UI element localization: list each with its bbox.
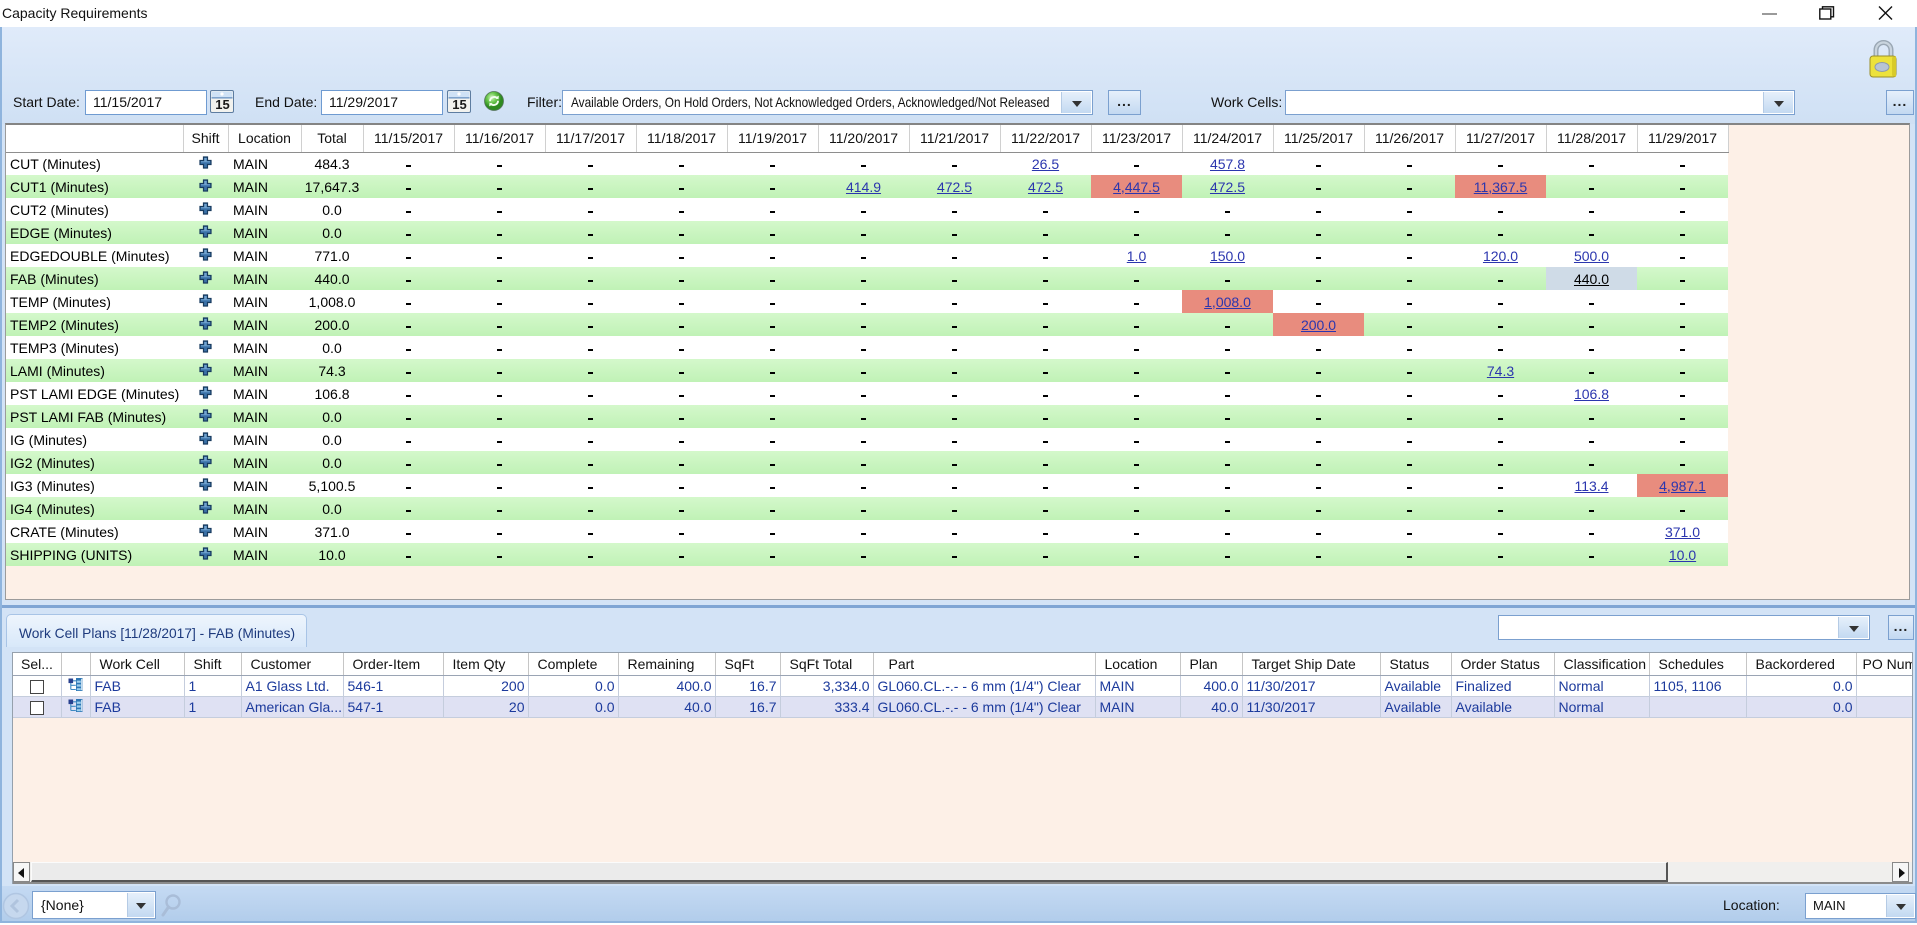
- svg-text:15: 15: [215, 97, 229, 112]
- svg-text:15: 15: [452, 97, 466, 112]
